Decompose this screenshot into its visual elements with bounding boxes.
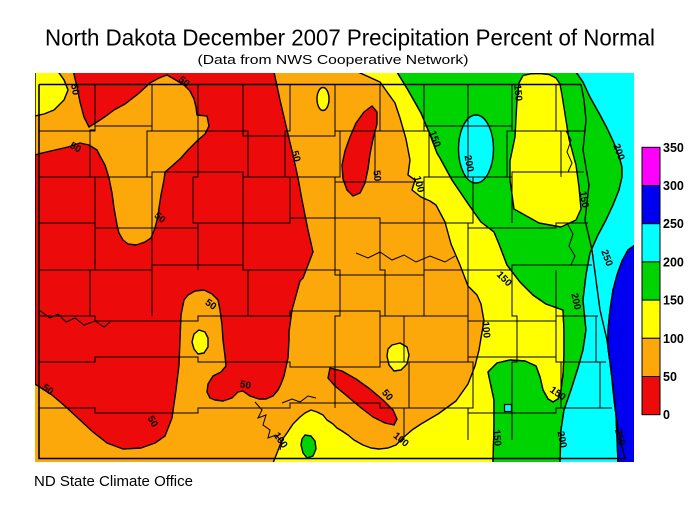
svg-text:150: 150 <box>511 84 523 102</box>
svg-text:50: 50 <box>239 379 252 392</box>
svg-text:50: 50 <box>68 83 81 96</box>
svg-text:100: 100 <box>663 332 684 346</box>
svg-text:50: 50 <box>68 140 84 155</box>
svg-text:100: 100 <box>411 175 426 194</box>
svg-text:250: 250 <box>663 217 684 231</box>
svg-text:150: 150 <box>490 429 502 447</box>
svg-text:100: 100 <box>479 321 491 339</box>
svg-text:350: 350 <box>663 141 684 155</box>
svg-text:300: 300 <box>663 179 684 193</box>
svg-text:200: 200 <box>462 154 476 173</box>
svg-text:ND State Climate Office: ND State Climate Office <box>34 474 193 490</box>
svg-text:200: 200 <box>663 255 684 269</box>
svg-text:50: 50 <box>371 170 383 182</box>
svg-text:200: 200 <box>555 430 569 449</box>
svg-text:200: 200 <box>568 292 582 311</box>
svg-text:50: 50 <box>289 150 303 164</box>
svg-text:(Data from NWS Cooperative Net: (Data from NWS Cooperative Network) <box>198 53 469 67</box>
svg-text:0: 0 <box>663 408 670 422</box>
svg-text:50: 50 <box>663 370 677 384</box>
svg-text:150: 150 <box>577 190 591 209</box>
svg-text:50: 50 <box>145 414 160 430</box>
svg-text:250: 250 <box>612 428 627 447</box>
svg-text:North Dakota December 2007 Pre: North Dakota December 2007 Precipitation… <box>45 25 655 51</box>
svg-text:150: 150 <box>663 294 684 308</box>
